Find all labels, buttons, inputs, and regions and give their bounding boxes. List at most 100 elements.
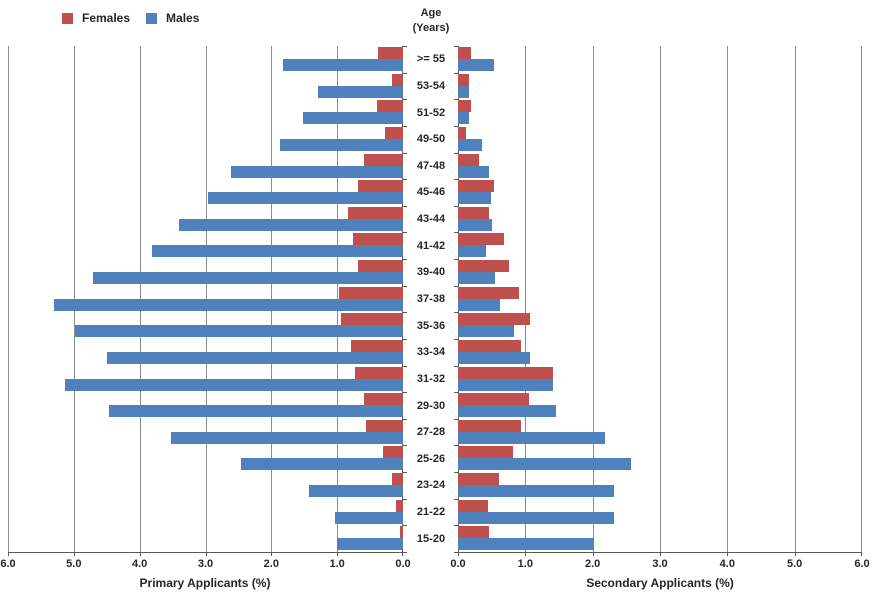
females-bar [351, 339, 403, 352]
females-bar [341, 313, 403, 326]
males-bar [107, 351, 403, 364]
age-label: 35-36 [416, 319, 446, 332]
category-axis-tick [454, 206, 458, 207]
category-axis-tick [454, 126, 458, 127]
category-axis-tick [454, 525, 458, 526]
secondary-plot [458, 46, 862, 553]
females-bar [458, 260, 509, 273]
x-axis-tick [271, 552, 273, 556]
legend-item-males: Males [146, 11, 199, 25]
x-tick-label: 2.0 [263, 558, 279, 570]
females-bar [391, 473, 403, 486]
females-bar [458, 206, 489, 219]
category-axis-tick [403, 206, 407, 207]
males-bar [458, 325, 514, 338]
males-bar [151, 245, 403, 258]
males-bar [241, 458, 403, 471]
males-bar [458, 351, 531, 364]
category-axis-tick [403, 99, 407, 100]
x-axis-tick [660, 552, 661, 556]
category-axis-tick [454, 366, 458, 367]
females-bar [458, 47, 471, 59]
category-axis-tick [403, 179, 407, 180]
males-bar [74, 325, 403, 338]
females-swatch [62, 12, 73, 24]
category-axis-tick [403, 392, 407, 393]
x-tick-label: 0.0 [395, 558, 411, 570]
age-label: 41-42 [416, 239, 446, 252]
category-axis-tick [454, 339, 458, 340]
females-bar [391, 73, 403, 86]
age-label: 23-24 [416, 479, 446, 492]
category-axis-tick [403, 339, 407, 340]
category-axis-tick [403, 472, 407, 473]
females-bar [458, 313, 531, 326]
females-bar [458, 419, 521, 432]
category-axis-tick [454, 445, 458, 446]
females-bar [458, 366, 553, 379]
females-bar [357, 260, 403, 273]
category-axis-tick [403, 366, 407, 367]
females-bar [383, 446, 403, 459]
legend-label-males: Males [166, 11, 200, 25]
males-bar [65, 378, 403, 391]
males-bar [458, 378, 553, 391]
gridline [660, 46, 661, 552]
age-label: 53-54 [416, 79, 446, 92]
males-bar [458, 405, 556, 418]
females-bar [458, 153, 479, 166]
males-bar [208, 192, 403, 205]
males-bar [318, 85, 403, 98]
category-axis-tick [454, 232, 458, 233]
x-tick-label: 3.0 [652, 558, 668, 570]
x-axis-tick [727, 552, 729, 556]
females-bar [385, 126, 403, 139]
females-bar [458, 73, 470, 86]
gridline [727, 46, 729, 552]
females-bar [458, 100, 472, 113]
x-axis-tick [861, 552, 862, 556]
x-tick-label: 0.0 [450, 558, 466, 570]
females-bar [348, 206, 403, 219]
females-bar [363, 153, 403, 166]
age-label: 49-50 [416, 133, 446, 146]
legend-item-females: Females [62, 11, 130, 25]
age-label: 47-48 [416, 159, 446, 172]
x-axis-tick [525, 552, 527, 556]
females-bar [357, 180, 403, 193]
category-axis-tick [454, 392, 458, 393]
males-bar [458, 485, 614, 498]
category-axis-tick [403, 286, 407, 287]
males-bar [458, 112, 470, 125]
males-bar [458, 165, 489, 178]
gridline [861, 46, 862, 552]
females-bar [458, 499, 489, 512]
primary-plot [8, 46, 403, 553]
x-axis-tick [402, 552, 403, 556]
females-bar [366, 419, 403, 432]
males-bar [231, 165, 403, 178]
age-label: 33-34 [416, 346, 446, 359]
males-bar [458, 298, 500, 311]
age-label: 15-20 [416, 532, 446, 545]
males-bar [458, 431, 605, 444]
females-bar [458, 393, 530, 406]
x-tick-label: 3.0 [197, 558, 214, 570]
category-axis-tick [454, 472, 458, 473]
males-bar [282, 59, 403, 71]
females-bar [354, 366, 403, 379]
category-axis-tick [454, 286, 458, 287]
primary-axis-title: Primary Applicants (%) [139, 576, 271, 590]
age-label: 51-52 [416, 106, 446, 119]
males-bar [92, 272, 403, 285]
females-bar [458, 233, 504, 246]
males-bar [54, 298, 403, 311]
females-bar [458, 126, 467, 139]
category-axis-tick [454, 259, 458, 260]
x-tick-label: 6.0 [0, 558, 16, 570]
age-label: 37-38 [416, 293, 446, 305]
females-bar [352, 233, 403, 246]
males-bar [458, 218, 492, 231]
age-axis-title-line2: (Years) [412, 22, 450, 34]
